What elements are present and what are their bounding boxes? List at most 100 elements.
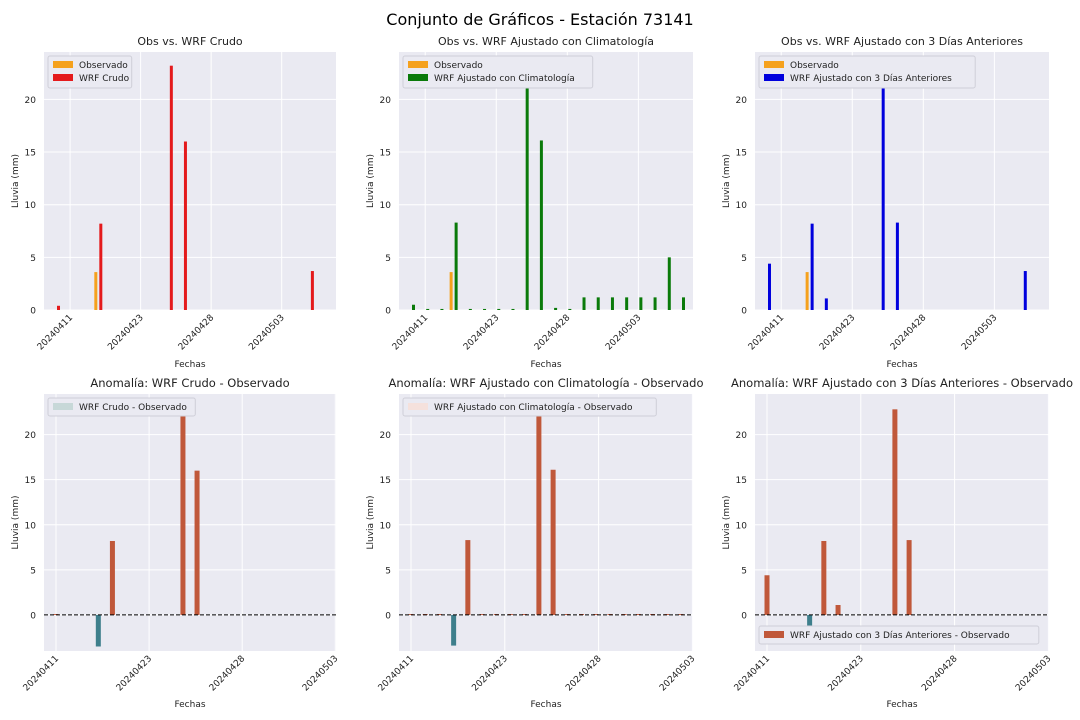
y-tick-label: 15 bbox=[736, 476, 747, 486]
x-tick-label: 20240428 bbox=[564, 654, 604, 694]
legend-label: WRF Ajustado con 3 Días Anteriores bbox=[790, 74, 952, 84]
x-axis-label: Fechas bbox=[174, 700, 205, 710]
legend: WRF Crudo - Observado bbox=[47, 397, 196, 417]
bar-wrf bbox=[610, 297, 614, 310]
legend-swatch bbox=[408, 403, 428, 410]
x-tick-label: 20240423 bbox=[462, 313, 501, 352]
legend-swatch bbox=[764, 61, 784, 68]
y-tick-label: 0 bbox=[741, 611, 747, 621]
bar-anomalia bbox=[465, 540, 471, 615]
y-tick-label: 15 bbox=[25, 476, 36, 486]
x-tick-label: 20240428 bbox=[920, 654, 960, 694]
y-axis-label: Lluvia (mm) bbox=[366, 154, 376, 208]
bar-anomalia bbox=[95, 614, 101, 647]
y-tick-label: 10 bbox=[380, 201, 392, 211]
legend-swatch bbox=[53, 403, 73, 410]
x-tick-label: 20240503 bbox=[247, 313, 286, 352]
y-axis-label: Lluvia (mm) bbox=[722, 496, 732, 550]
x-tick-label: 20240411 bbox=[36, 313, 75, 352]
y-tick-label: 5 bbox=[30, 566, 36, 576]
y-tick-label: 20 bbox=[736, 431, 748, 441]
bar-wrf bbox=[525, 64, 529, 310]
legend-label: Observado bbox=[434, 61, 483, 71]
bar-wrf bbox=[881, 69, 885, 310]
legend-swatch bbox=[53, 61, 73, 68]
bar-wrf bbox=[625, 297, 629, 310]
y-tick-label: 15 bbox=[380, 476, 391, 486]
y-axis-label: Lluvia (mm) bbox=[11, 154, 21, 208]
y-tick-label: 5 bbox=[30, 254, 36, 264]
bar-observado bbox=[94, 272, 98, 310]
legend-box bbox=[758, 625, 1040, 645]
x-tick-label: 20240423 bbox=[818, 313, 857, 352]
legend-swatch bbox=[764, 631, 784, 638]
legend-label: WRF Crudo bbox=[79, 74, 130, 84]
legend: Observado WRF Crudo bbox=[47, 55, 133, 89]
y-tick-label: 10 bbox=[25, 521, 37, 531]
bar-wrf bbox=[554, 307, 558, 310]
x-tick-label: 20240423 bbox=[470, 654, 509, 693]
y-tick-label: 20 bbox=[25, 96, 37, 106]
y-tick-label: 20 bbox=[736, 96, 748, 106]
bar-anomalia bbox=[522, 614, 528, 615]
bar-anomalia bbox=[436, 614, 442, 615]
legend-swatch bbox=[53, 74, 73, 81]
y-tick-label: 15 bbox=[736, 149, 747, 159]
x-tick-label: 20240503 bbox=[604, 313, 643, 352]
x-axis-label: Fechas bbox=[530, 360, 561, 370]
x-tick-label: 20240411 bbox=[733, 654, 772, 693]
bar-wrf bbox=[895, 222, 899, 310]
bar-wrf bbox=[824, 298, 828, 310]
x-tick-label: 20240411 bbox=[747, 313, 786, 352]
y-tick-label: 0 bbox=[30, 611, 36, 621]
bar-anomalia bbox=[593, 614, 599, 615]
x-axis-label: Fechas bbox=[174, 360, 205, 370]
legend-label: Observado bbox=[790, 61, 839, 71]
x-axis-label: Fechas bbox=[530, 700, 561, 710]
x-axis-label: Fechas bbox=[886, 360, 917, 370]
y-tick-label: 0 bbox=[30, 307, 36, 317]
legend-label: WRF Crudo - Observado bbox=[79, 403, 187, 413]
legend: Observado WRF Ajustado con 3 Días Anterio… bbox=[758, 55, 976, 89]
y-tick-label: 5 bbox=[385, 254, 391, 264]
x-tick-label: 20240423 bbox=[115, 654, 154, 693]
x-axis-label: Fechas bbox=[886, 700, 917, 710]
legend-label: Observado bbox=[79, 61, 128, 71]
x-tick-label: 20240428 bbox=[889, 313, 929, 353]
bar-wrf bbox=[768, 263, 771, 310]
legend-box bbox=[758, 55, 976, 89]
x-tick-label: 20240503 bbox=[960, 313, 999, 352]
legend: Observado WRF Ajustado con Climatología bbox=[402, 55, 594, 89]
y-tick-label: 5 bbox=[385, 566, 391, 576]
bar-wrf bbox=[497, 308, 501, 310]
bar-wrf bbox=[169, 65, 173, 311]
plot-area bbox=[44, 394, 336, 651]
bar-wrf bbox=[667, 257, 671, 310]
x-tick-label: 20240411 bbox=[377, 654, 416, 693]
y-tick-label: 10 bbox=[25, 201, 37, 211]
plot-area bbox=[755, 52, 1049, 310]
legend-label: WRF Ajustado con Climatología bbox=[434, 74, 575, 84]
x-tick-label: 20240428 bbox=[177, 313, 217, 353]
plot-area bbox=[399, 394, 693, 651]
legend-box bbox=[47, 397, 196, 417]
chart-title: Anomalía: WRF Crudo - Observado bbox=[90, 376, 289, 390]
bar-wrf bbox=[57, 305, 60, 310]
chart-panel-1: 0 5 10 15 20 20240411 20240423 20240428 20240503… bbox=[11, 35, 336, 370]
bar-anomalia bbox=[451, 614, 457, 646]
chart-title: Obs vs. WRF Ajustado con Climatología bbox=[438, 35, 654, 48]
chart-panel-3: 0 5 10 15 20 20240411 20240423 20240428 20240503… bbox=[722, 35, 1049, 370]
x-tick-label: 20240503 bbox=[1014, 654, 1053, 693]
chart-panel-6: 0 5 10 15 20 20240411 20240423 20240428 20240503… bbox=[722, 376, 1073, 710]
bar-wrf bbox=[810, 223, 814, 310]
bar-anomalia bbox=[764, 575, 770, 615]
bar-wrf bbox=[639, 297, 643, 310]
chart-title: Obs vs. WRF Ajustado con 3 Días Anterior… bbox=[781, 35, 1023, 48]
x-tick-label: 20240503 bbox=[658, 654, 697, 693]
x-tick-label: 20240423 bbox=[826, 654, 865, 693]
y-tick-label: 15 bbox=[25, 149, 36, 159]
bar-anomalia bbox=[479, 614, 485, 615]
bar-anomalia bbox=[821, 540, 827, 615]
legend: WRF Ajustado con Climatología - Observad… bbox=[402, 397, 657, 417]
bar-anomalia bbox=[906, 540, 912, 615]
